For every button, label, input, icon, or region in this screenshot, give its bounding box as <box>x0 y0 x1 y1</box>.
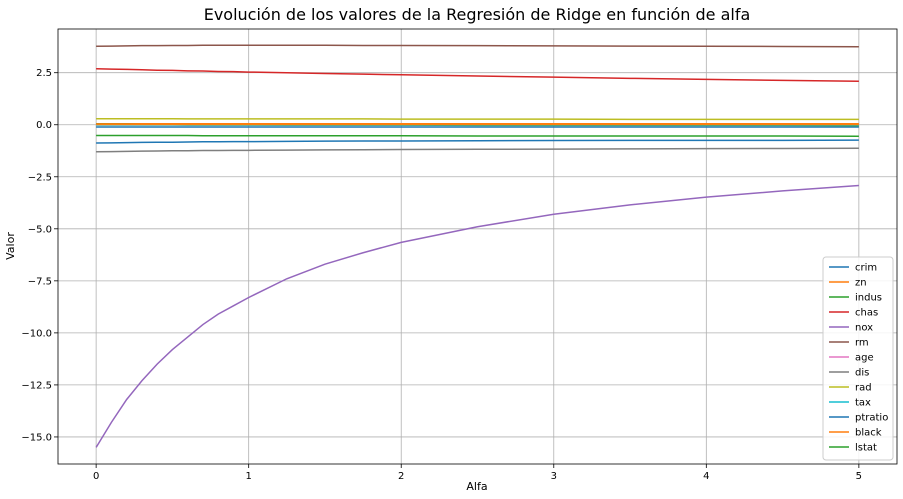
legend-label-rad: rad <box>855 383 872 394</box>
plot-area-frame <box>57 28 898 465</box>
legend-label-zn: zn <box>855 278 867 289</box>
legend-label-indus: indus <box>855 293 882 304</box>
chart-title: Evolución de los valores de la Regresión… <box>204 5 751 24</box>
series-line-lstat <box>96 134 859 137</box>
legend-label-ptratio: ptratio <box>855 413 888 424</box>
grid <box>58 29 897 464</box>
legend-label-crim: crim <box>855 263 877 274</box>
series-line-ptratio <box>96 139 859 144</box>
x-tick-label: 4 <box>703 471 709 482</box>
y-tick-label: −12.5 <box>21 380 52 391</box>
legend-label-age: age <box>855 353 874 364</box>
legend: crim zn indus chas nox rm age dis rad tax ptratio b… <box>822 256 894 461</box>
series-line-nox <box>95 184 859 448</box>
legend-label-chas: chas <box>855 308 878 319</box>
legend-label-black: black <box>855 428 882 439</box>
series-line-rm <box>96 44 859 48</box>
x-tick-label: 3 <box>551 471 557 482</box>
series-line-rad <box>96 117 859 121</box>
x-tick-label: 0 <box>93 471 99 482</box>
legend-label-tax: tax <box>855 398 871 409</box>
x-axis-label: Alfa <box>466 480 487 493</box>
series-line-chas <box>96 68 859 82</box>
y-tick-label: −7.5 <box>28 276 52 287</box>
axis-ticks: 0 1 2 3 4 5 2.5 0.0 −2.5 −5.0 −7.5 −10.0 −12.5 −15.0 <box>21 68 862 482</box>
series-lines <box>95 44 859 448</box>
y-tick-label: 0.0 <box>36 120 52 131</box>
legend-label-rm: rm <box>855 338 869 349</box>
x-tick-label: 5 <box>856 471 862 482</box>
y-tick-label: 2.5 <box>36 68 52 79</box>
x-tick-label: 2 <box>398 471 404 482</box>
x-tick-label: 1 <box>245 471 251 482</box>
y-tick-label: −10.0 <box>21 328 52 339</box>
y-tick-label: −5.0 <box>28 224 52 235</box>
y-tick-label: −15.0 <box>21 432 52 443</box>
series-line-dis <box>96 147 859 153</box>
legend-label-lstat: lstat <box>855 443 877 454</box>
y-tick-label: −2.5 <box>28 172 52 183</box>
legend-label-nox: nox <box>855 323 873 334</box>
y-axis-label: Valor <box>4 232 17 260</box>
legend-label-dis: dis <box>855 368 869 379</box>
legend-box <box>822 256 894 461</box>
